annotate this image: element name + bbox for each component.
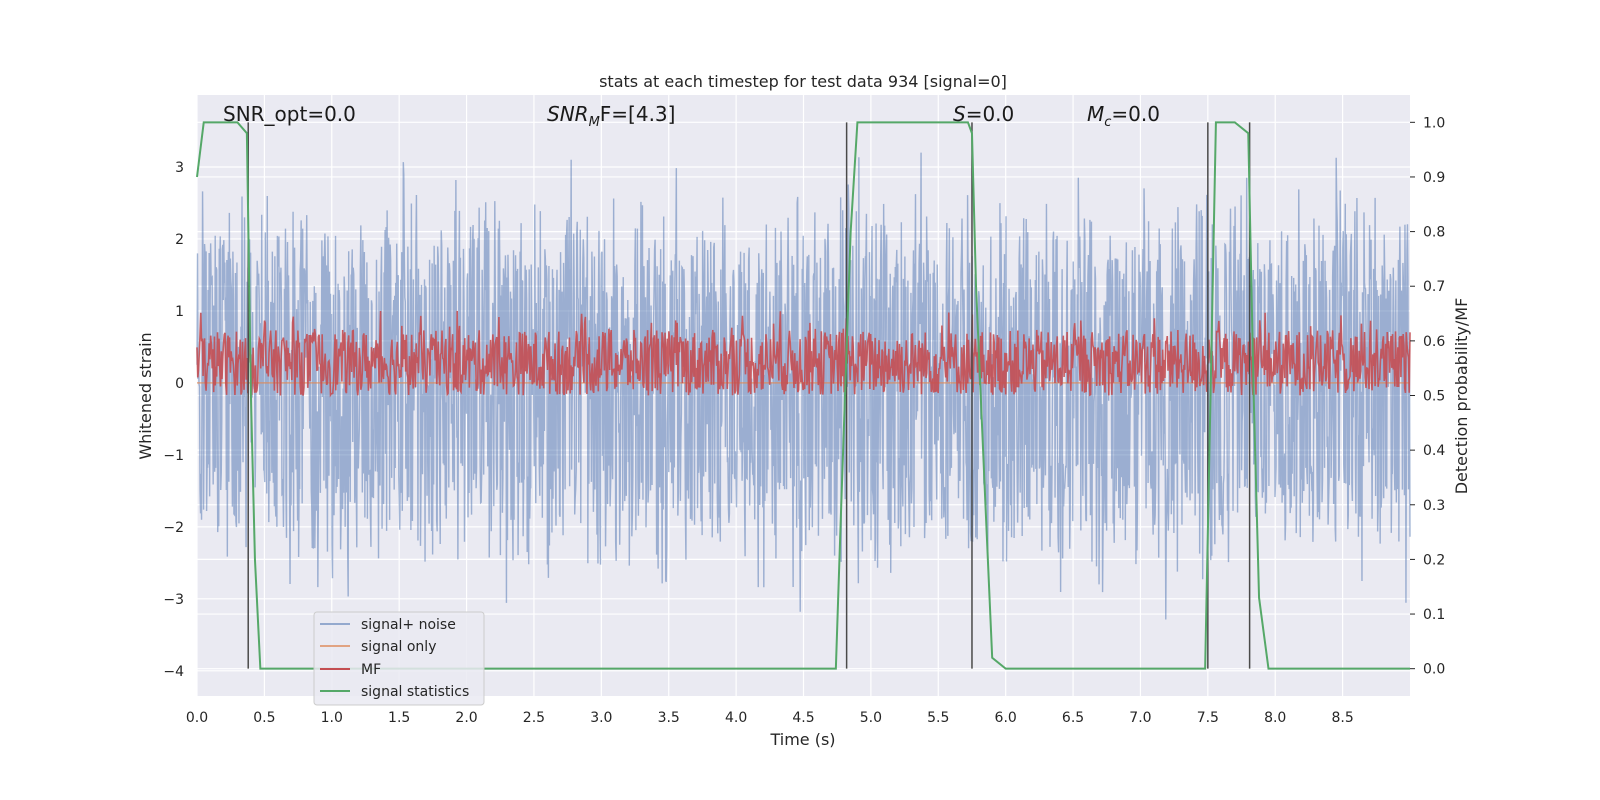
legend: signal+ noise signal only MF signal stat… bbox=[313, 611, 485, 706]
mc-sub: c bbox=[1104, 115, 1111, 130]
y2-axis-label: Detection probability/MF bbox=[1452, 298, 1471, 495]
s-rest: =0.0 bbox=[966, 102, 1015, 126]
y2-tick-label: 0.5 bbox=[1423, 389, 1445, 405]
x-tick-label: 5.5 bbox=[927, 710, 949, 726]
mc-main: M bbox=[1087, 102, 1104, 126]
x-tick-label: 3.0 bbox=[590, 710, 612, 726]
s-annotation: S=0.0 bbox=[953, 102, 1014, 126]
y-tick-label: 3 bbox=[175, 160, 184, 176]
y-tick-label: 0 bbox=[175, 376, 184, 392]
snr-opt-annotation: SNR_opt=0.0 bbox=[223, 102, 356, 126]
mc-annotation: Mc=0.0 bbox=[1087, 102, 1160, 130]
s-main: S bbox=[953, 102, 966, 126]
mc-rest: =0.0 bbox=[1111, 102, 1160, 126]
x-tick-label: 1.0 bbox=[321, 710, 343, 726]
x-tick-label: 5.0 bbox=[860, 710, 882, 726]
x-tick-label: 8.5 bbox=[1331, 710, 1353, 726]
legend-label-signal-noise: signal+ noise bbox=[361, 617, 456, 633]
y2-tick-label: 0.6 bbox=[1423, 334, 1445, 350]
y2-tick-label: 0.7 bbox=[1423, 279, 1445, 295]
y-tick-label: −2 bbox=[163, 520, 184, 536]
x-ticks: 0.0 0.5 1.0 1.5 2.0 2.5 3.0 3.5 4.0 4.5 5.0 5.5 6.0 6… bbox=[186, 710, 1354, 726]
y-tick-label: −4 bbox=[163, 664, 184, 680]
y-tick-label: 1 bbox=[175, 304, 184, 320]
x-tick-label: 1.5 bbox=[388, 710, 410, 726]
legend-label-signal-statistics: signal statistics bbox=[361, 684, 469, 700]
x-tick-label: 8.0 bbox=[1264, 710, 1286, 726]
y2-tick-label: 1.0 bbox=[1423, 115, 1445, 131]
y-tick-label: 2 bbox=[175, 232, 184, 248]
y2-tick-label: 0.1 bbox=[1423, 607, 1445, 623]
y2-tick-label: 0.4 bbox=[1423, 443, 1445, 459]
x-axis-label: Time (s) bbox=[769, 730, 835, 749]
x-tick-label: 6.5 bbox=[1062, 710, 1084, 726]
y-ticks: 3 2 1 0 −1 −2 −3 −4 bbox=[163, 160, 184, 680]
snr-mf-rest: F=[4.3] bbox=[600, 102, 676, 126]
x-tick-label: 7.5 bbox=[1197, 710, 1219, 726]
x-tick-label: 3.5 bbox=[658, 710, 680, 726]
x-tick-label: 7.0 bbox=[1129, 710, 1151, 726]
y-tick-label: −3 bbox=[163, 592, 184, 608]
y2-ticks: 1.0 0.9 0.8 0.7 0.6 0.5 0.4 0.3 0.2 0.1 0.0 bbox=[1410, 115, 1445, 678]
x-tick-label: 4.5 bbox=[792, 710, 814, 726]
signal-statistics-series bbox=[196, 121, 1410, 670]
y2-tick-label: 0.0 bbox=[1423, 662, 1445, 678]
x-tick-label: 0.5 bbox=[253, 710, 275, 726]
x-tick-label: 4.0 bbox=[725, 710, 747, 726]
snr-mf-sub: M bbox=[589, 115, 600, 130]
legend-box bbox=[313, 611, 485, 706]
y2-tick-label: 0.9 bbox=[1423, 170, 1445, 186]
y-axis-label: Whitened strain bbox=[136, 332, 155, 459]
y2-tick-label: 0.8 bbox=[1423, 225, 1445, 241]
x-tick-label: 0.0 bbox=[186, 710, 208, 726]
snr-mf-annotation: SNRMF=[4.3] bbox=[547, 102, 675, 130]
legend-label-signal-only: signal only bbox=[361, 639, 436, 655]
chart-title: stats at each timestep for test data 934… bbox=[599, 72, 1007, 91]
x-tick-label: 6.0 bbox=[995, 710, 1017, 726]
x-tick-label: 2.0 bbox=[455, 710, 477, 726]
legend-label-mf: MF bbox=[361, 662, 381, 678]
x-tick-label: 2.5 bbox=[523, 710, 545, 726]
y-tick-label: −1 bbox=[163, 448, 184, 464]
y2-tick-label: 0.3 bbox=[1423, 498, 1445, 514]
signal-statistics-line bbox=[196, 121, 1410, 670]
snr-mf-main: SNR bbox=[547, 102, 589, 126]
y2-tick-label: 0.2 bbox=[1423, 552, 1445, 568]
